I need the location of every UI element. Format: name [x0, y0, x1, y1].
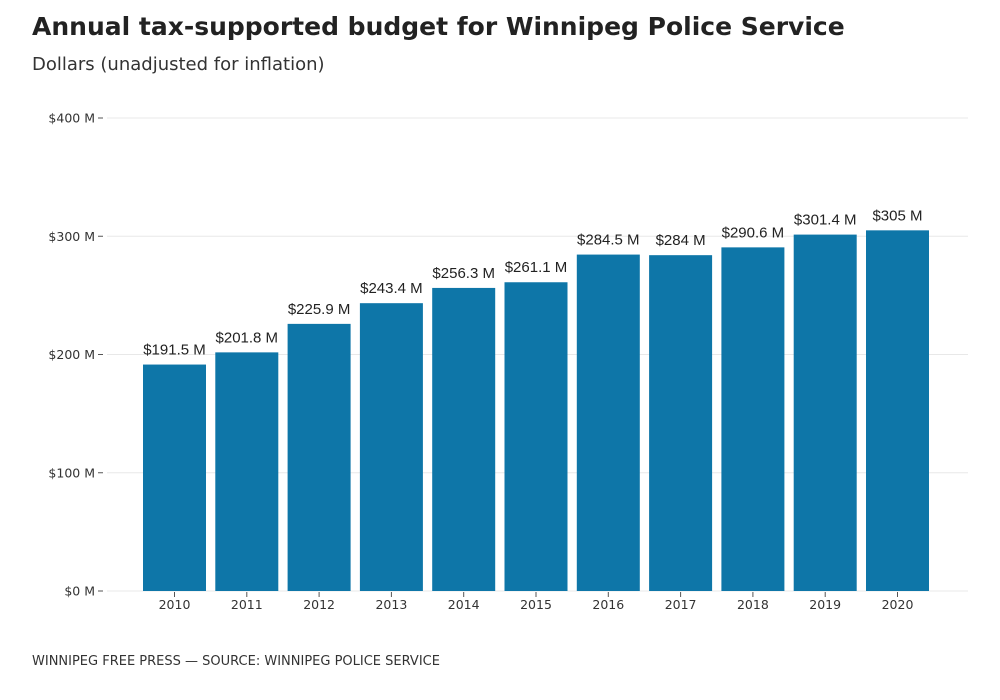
data-label-2018: $290.6 M [722, 224, 785, 241]
x-tick-label-2017: 2017 [665, 597, 697, 612]
x-tick-label-2011: 2011 [231, 597, 263, 612]
x-tick-label-2010: 2010 [159, 597, 191, 612]
x-tick-label-2015: 2015 [520, 597, 552, 612]
chart-subtitle: Dollars (unadjusted for inflation) [32, 54, 325, 75]
bar-2014 [432, 287, 496, 591]
bar-2010 [143, 364, 206, 591]
x-tick-label-2016: 2016 [592, 597, 624, 612]
y-tick-label: $200 M [48, 347, 95, 362]
data-label-2013: $243.4 M [360, 280, 423, 297]
bar-2015 [504, 282, 568, 591]
y-tick-label: $0 M [64, 584, 95, 599]
data-label-2012: $225.9 M [288, 301, 351, 318]
data-labels: $191.5 M $201.8 M $225.9 M $243.4 M $256.3 M… [143, 207, 922, 358]
data-label-2020: $305 M [872, 207, 922, 224]
bar-2012 [287, 323, 351, 591]
bar-chart: $0 M $100 M $200 M $300 M $400 M $191.5 M $20… [48, 111, 968, 612]
x-axis: 2010 2011 2012 2013 2014 2015 2016 2017 2018 2019… [159, 592, 914, 612]
data-label-2016: $284.5 M [577, 232, 640, 249]
y-tick-label: $300 M [48, 229, 95, 244]
data-label-2019: $301.4 M [794, 212, 857, 229]
bars [143, 230, 929, 592]
x-tick-label-2014: 2014 [448, 597, 480, 612]
x-tick-label-2019: 2019 [809, 597, 841, 612]
data-label-2010: $191.5 M [143, 342, 206, 359]
bar-2016 [576, 254, 640, 592]
x-tick-label-2012: 2012 [303, 597, 335, 612]
data-label-2015: $261.1 M [505, 259, 568, 276]
y-tick-label: $100 M [48, 465, 95, 480]
data-label-2017: $284 M [656, 232, 706, 249]
x-tick-label-2018: 2018 [737, 597, 769, 612]
data-label-2011: $201.8 M [216, 329, 279, 346]
x-tick-label-2020: 2020 [882, 597, 914, 612]
y-tick-label: $400 M [48, 111, 95, 126]
source-credit: WINNIPEG FREE PRESS — SOURCE: WINNIPEG P… [32, 654, 440, 669]
y-axis: $0 M $100 M $200 M $300 M $400 M [48, 111, 103, 599]
bar-2019 [793, 234, 857, 592]
bar-2017 [649, 255, 713, 592]
bar-2011 [215, 352, 279, 591]
data-label-2014: $256.3 M [432, 265, 495, 282]
chart-title: Annual tax-supported budget for Winnipeg… [32, 12, 845, 41]
bar-2013 [359, 303, 423, 591]
bar-2020 [866, 230, 929, 591]
x-tick-label-2013: 2013 [375, 597, 407, 612]
bar-2018 [721, 247, 785, 592]
